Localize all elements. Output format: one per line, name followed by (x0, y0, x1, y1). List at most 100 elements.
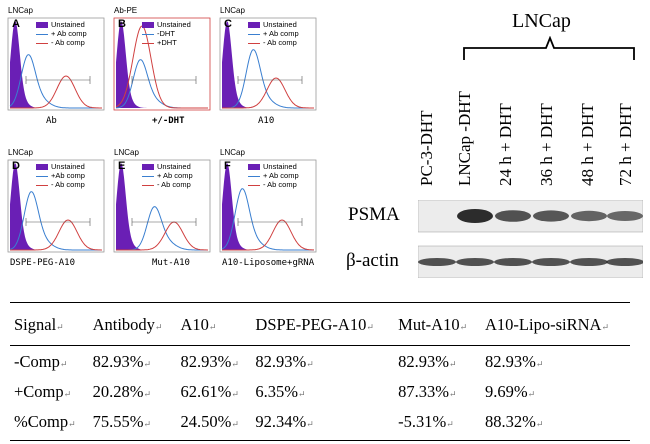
table-cell: 87.33%↵ (398, 382, 457, 401)
histogram-plot (113, 17, 211, 111)
table-cell: 82.93%↵ (398, 352, 457, 371)
table-cell: 82.93%↵ (180, 352, 239, 371)
plus-curve (221, 188, 314, 251)
panel-legend: Unstained + Ab comp - Ab comp (36, 20, 87, 47)
lncap-group-label: LNCap (512, 10, 571, 32)
psma-band (457, 209, 493, 223)
actin-band (606, 258, 643, 266)
flow-panel-a: LNCap A Unstained + Ab comp - Ab comp Ab (6, 6, 106, 136)
table-cell: 82.93%↵ (485, 352, 544, 371)
header-mut-a10: Mut-A10↵ (394, 302, 482, 346)
legend-entry: + Ab comp (142, 171, 193, 180)
flow-panel-d: LNCap D Unstained +Ab comp - Ab comp DSPE-PEG… (6, 148, 106, 278)
table-cell: 62.61%↵ (180, 382, 239, 401)
plus-curve (9, 54, 102, 109)
panel-legend: Unstained + Ab comp - Ab comp (248, 20, 299, 47)
flow-panel-c: LNCap C Unstained + Ab comp - Ab comp A10 (218, 6, 318, 136)
minus-curve (115, 25, 208, 109)
panel-cell-label: LNCap (8, 148, 33, 157)
blot-row-label-actin: β-actin (346, 250, 399, 271)
actin-band (532, 258, 570, 266)
lane-label: 24 h + DHT (496, 103, 515, 186)
header-a10: A10↵ (176, 302, 252, 346)
table-header-row: Signal↵ Antibody↵ A10↵ DSPE-PEG-A10↵ Mut… (10, 302, 630, 346)
histogram-plot (113, 159, 211, 253)
actin-band (456, 258, 494, 266)
flow-panel-b: Ab-PE B Unstained -DHT +DHT +/-DHT (112, 6, 212, 136)
minus-curve (222, 219, 314, 251)
legend-entry: - Ab comp (36, 180, 85, 189)
legend-entry: Unstained (248, 162, 299, 171)
panel-letter: E (118, 160, 126, 172)
table-row: %Comp↵ 75.55%↵ 24.50%↵ 92.34%↵ -5.31%↵ 88.32%… (10, 406, 630, 441)
actin-band (570, 258, 608, 266)
panel-x-label: +/-DHT (152, 116, 185, 126)
flow-panel-f: LNCap F Unstained + Ab comp - Ab comp A10-Lip… (218, 148, 318, 278)
lane-label: 36 h + DHT (537, 103, 556, 186)
plus-curve (222, 49, 314, 109)
legend-entry: +Ab comp (36, 171, 85, 180)
panel-x-label: A10 (258, 116, 275, 126)
minus-curve (116, 221, 208, 251)
minus-curve (10, 75, 102, 109)
panel-x-label: Ab (46, 116, 57, 126)
table-cell: 6.35%↵ (255, 382, 306, 401)
legend-entry: - Ab comp (36, 38, 87, 47)
blot-row-label-psma: PSMA (348, 204, 400, 225)
psma-band (533, 210, 569, 222)
psma-band (495, 210, 531, 222)
table-cell: -Comp↵ (14, 352, 68, 371)
histogram-plot (7, 159, 105, 253)
psma-band (607, 211, 643, 221)
panel-legend: Unstained + Ab comp - Ab comp (248, 162, 299, 189)
table-row: +Comp↵ 20.28%↵ 62.61%↵ 6.35%↵ 87.33%↵ 9.69%↵ (10, 376, 630, 406)
histogram-plot (7, 17, 105, 111)
panel-letter: D (12, 160, 20, 172)
panel-cell-label: Ab-PE (114, 6, 138, 15)
unstained-peak (116, 163, 152, 250)
header-a10-lipo-sirna: A10-Lipo-siRNA↵ (481, 302, 630, 346)
panel-letter: B (118, 18, 126, 30)
panel-cell-label: LNCap (8, 6, 33, 15)
legend-entry: Unstained (36, 162, 85, 171)
header-dspe-peg-a10: DSPE-PEG-A10↵ (251, 302, 395, 346)
actin-band (418, 258, 456, 266)
actin-band (494, 258, 532, 266)
panel-cell-label: LNCap (220, 148, 245, 157)
lane-label: PC-3-DHT (417, 110, 436, 186)
table-cell: -5.31%↵ (394, 406, 482, 441)
histogram-plot (219, 159, 317, 253)
legend-entry: - Ab comp (248, 180, 299, 189)
panel-x-label: DSPE-PEG-A10 (10, 258, 76, 268)
minus-curve (222, 77, 314, 109)
legend-entry: -DHT (142, 29, 191, 38)
plus-curve (9, 191, 102, 251)
header-antibody: Antibody↵ (88, 302, 177, 346)
table-row: -Comp↵ 82.93%↵ 82.93%↵ 82.93%↵ 82.93%↵ 82.93%… (10, 346, 630, 377)
lane-label: LNCap -DHT (455, 91, 474, 186)
legend-entry: - Ab comp (248, 38, 299, 47)
panel-letter: A (12, 18, 20, 30)
table-cell: +Comp↵ (14, 382, 72, 401)
table-cell: 82.93%↵ (92, 352, 151, 371)
header-signal: Signal↵ (10, 302, 89, 346)
panel-letter: F (224, 160, 231, 172)
flow-panel-e: LNCap E Unstained + Ab comp - Ab comp Mut-A10 (112, 148, 212, 278)
panel-legend: Unstained + Ab comp - Ab comp (142, 162, 193, 189)
blot-image (418, 200, 643, 278)
unstained-peak (222, 163, 258, 250)
legend-entry: +DHT (142, 38, 191, 47)
table-cell: 92.34%↵ (251, 406, 395, 441)
panel-legend: Unstained +Ab comp - Ab comp (36, 162, 85, 189)
legend-entry: + Ab comp (36, 29, 87, 38)
legend-entry: Unstained (248, 20, 299, 29)
histogram-plot (219, 17, 317, 111)
table-cell: 88.32%↵ (481, 406, 630, 441)
unstained-peak (10, 163, 46, 250)
legend-entry: Unstained (142, 20, 191, 29)
table-cell: 9.69%↵ (485, 382, 536, 401)
panel-x-label: A10-Liposome+gRNA (222, 258, 315, 268)
panel-cell-label: LNCap (114, 148, 139, 157)
panel-cell-label: LNCap (220, 6, 245, 15)
lane-label: 48 h + DHT (578, 103, 597, 186)
